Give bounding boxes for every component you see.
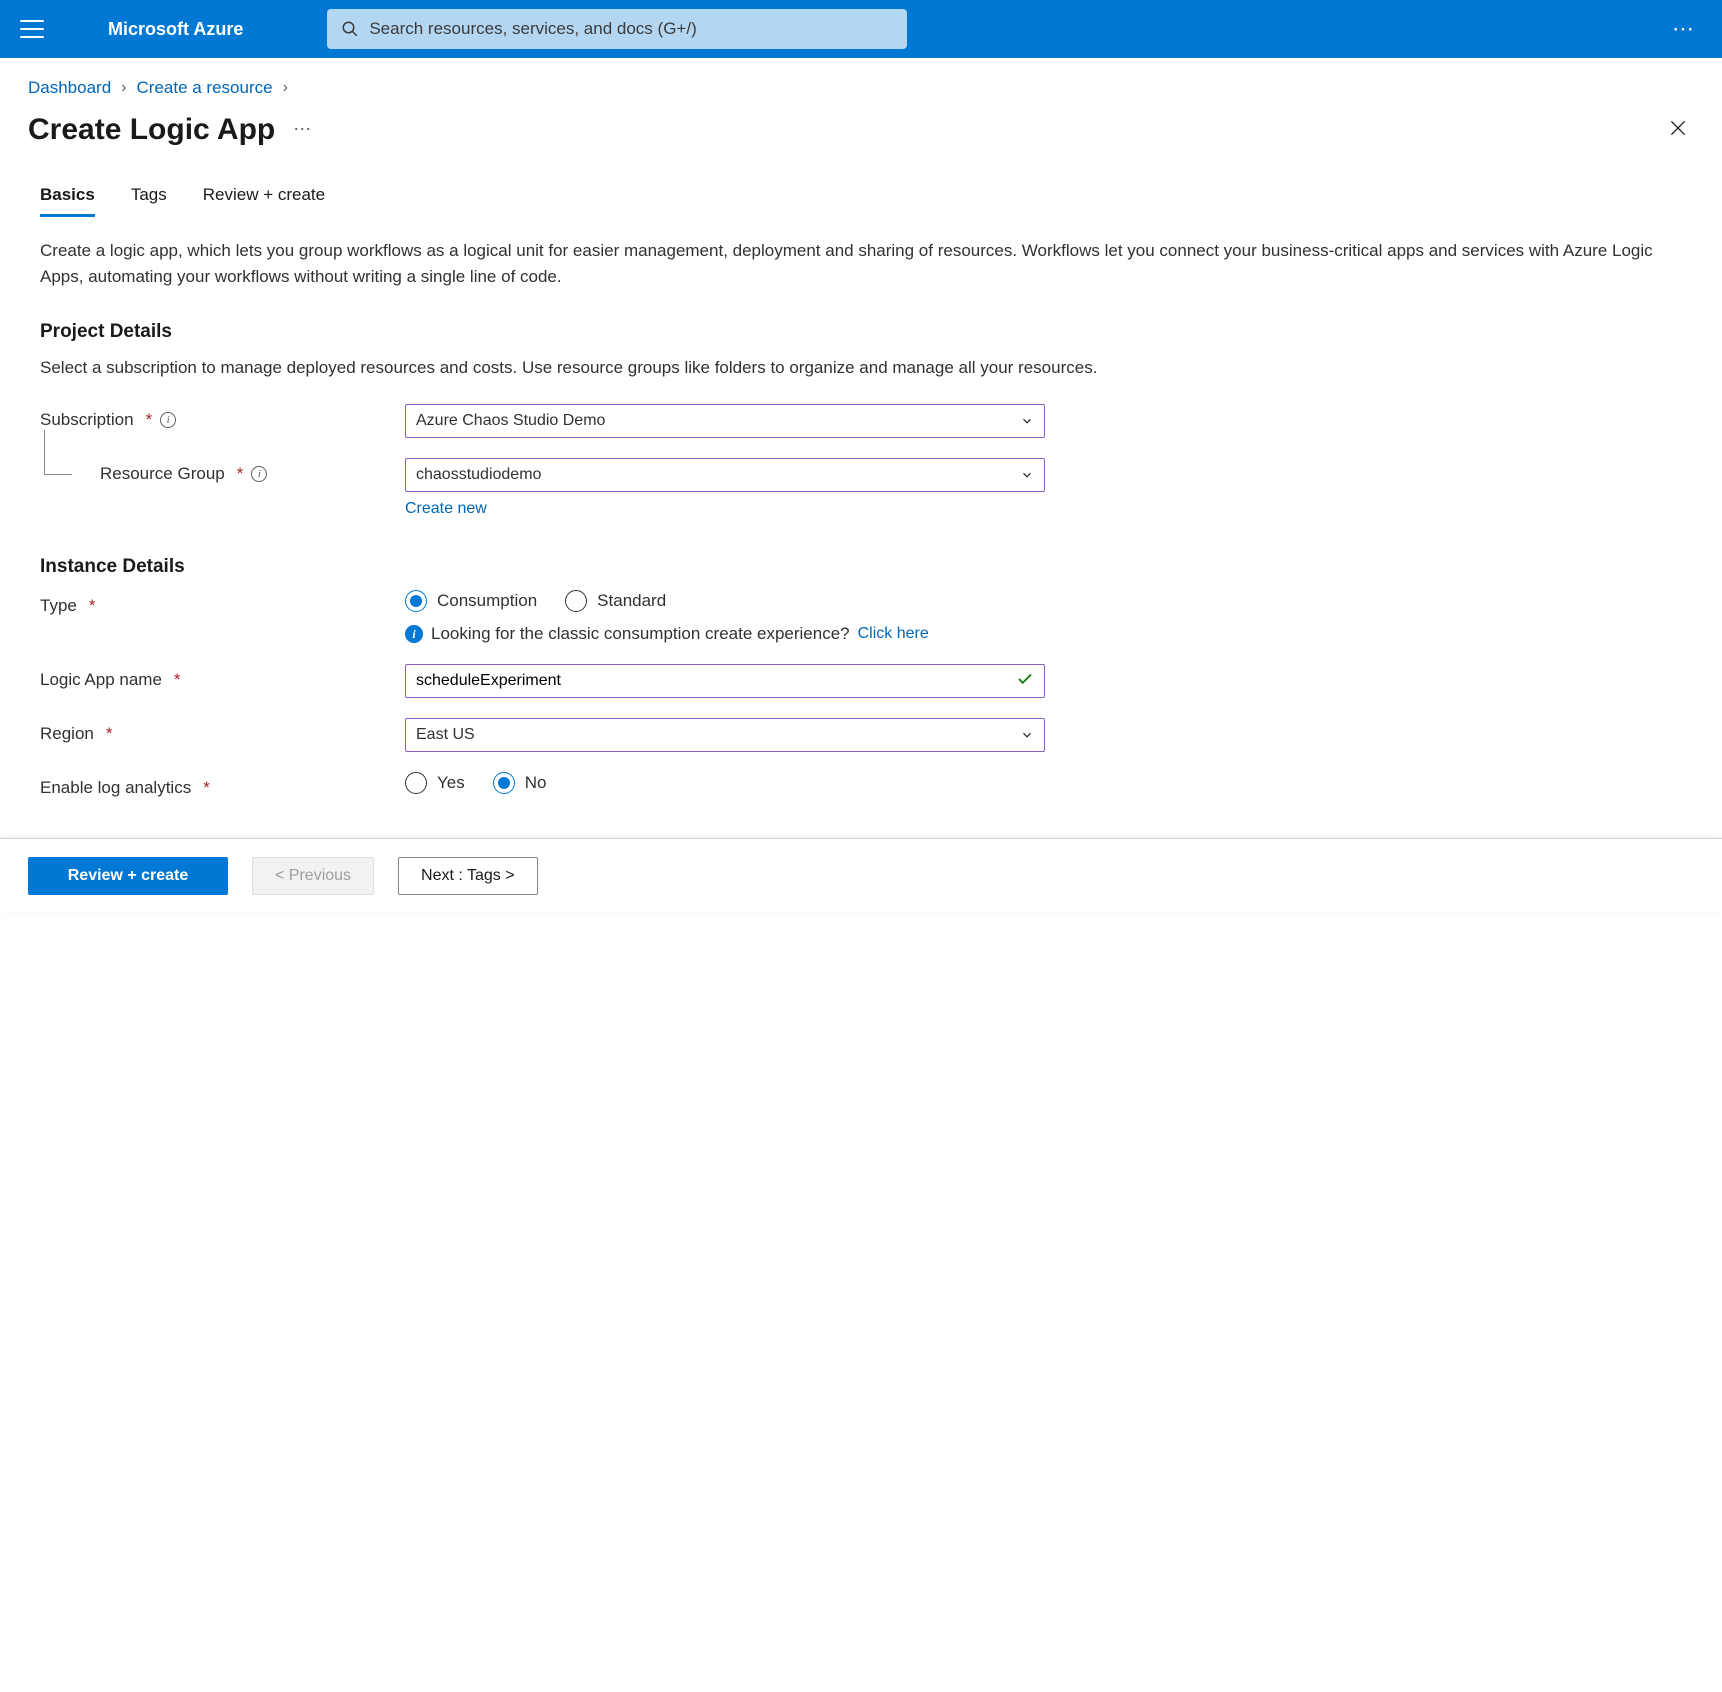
chevron-down-icon: [1020, 414, 1034, 428]
region-field-col: East US: [405, 718, 1682, 752]
analytics-field-col: Yes No: [405, 772, 1682, 794]
radio-circle: [405, 772, 427, 794]
type-field-col: Consumption Standard i Looking for the c…: [405, 590, 1682, 644]
logic-app-name-input-wrapper[interactable]: [405, 664, 1045, 698]
create-new-link[interactable]: Create new: [405, 500, 487, 517]
radio-consumption-label: Consumption: [437, 591, 537, 611]
analytics-label-col: Enable log analytics *: [40, 772, 405, 798]
resource-group-label: Resource Group: [100, 464, 225, 484]
hamburger-menu-icon[interactable]: [20, 20, 44, 38]
radio-consumption[interactable]: Consumption: [405, 590, 537, 612]
row-logic-app-name: Logic App name *: [40, 664, 1682, 698]
breadcrumb-dashboard[interactable]: Dashboard: [28, 78, 111, 98]
radio-circle-selected: [493, 772, 515, 794]
radio-standard-label: Standard: [597, 591, 666, 611]
chevron-right-icon: ›: [121, 79, 126, 97]
classic-info-line: i Looking for the classic consumption cr…: [405, 624, 1682, 644]
analytics-label: Enable log analytics: [40, 778, 191, 798]
logic-app-name-label-col: Logic App name *: [40, 664, 405, 690]
tab-tags[interactable]: Tags: [131, 177, 167, 215]
radio-circle: [565, 590, 587, 612]
resource-group-field-col: chaosstudiodemo Create new: [405, 458, 1682, 518]
close-icon: [1668, 118, 1688, 138]
info-icon[interactable]: i: [251, 466, 267, 482]
subscription-label-col: Subscription * i: [40, 404, 405, 430]
region-value: East US: [416, 726, 475, 744]
region-label-col: Region *: [40, 718, 405, 744]
breadcrumb-create-resource[interactable]: Create a resource: [137, 78, 273, 98]
logic-app-name-label: Logic App name: [40, 670, 162, 690]
required-asterisk: *: [174, 670, 181, 690]
radio-standard[interactable]: Standard: [565, 590, 666, 612]
resource-group-select[interactable]: chaosstudiodemo: [405, 458, 1045, 492]
info-filled-icon: i: [405, 625, 423, 643]
required-asterisk: *: [106, 724, 113, 744]
tab-review-create[interactable]: Review + create: [203, 177, 325, 215]
subscription-select[interactable]: Azure Chaos Studio Demo: [405, 404, 1045, 438]
chevron-right-icon: ›: [283, 79, 288, 97]
classic-text: Looking for the classic consumption crea…: [431, 624, 850, 644]
radio-yes-label: Yes: [437, 773, 465, 793]
radio-analytics-no[interactable]: No: [493, 772, 547, 794]
radio-circle-selected: [405, 590, 427, 612]
search-input-wrapper[interactable]: [327, 9, 907, 49]
row-resource-group: Resource Group * i chaosstudiodemo Creat…: [40, 458, 1682, 518]
subscription-value: Azure Chaos Studio Demo: [416, 412, 605, 430]
page-title-row: Create Logic App ⋯: [28, 112, 1694, 147]
brand-label: Microsoft Azure: [108, 19, 243, 40]
search-icon: [341, 20, 359, 38]
subscription-field-col: Azure Chaos Studio Demo: [405, 404, 1682, 438]
region-select[interactable]: East US: [405, 718, 1045, 752]
chevron-down-icon: [1020, 728, 1034, 742]
logic-app-name-input[interactable]: [416, 672, 1016, 690]
required-asterisk: *: [89, 596, 96, 616]
region-label: Region: [40, 724, 94, 744]
classic-link[interactable]: Click here: [858, 625, 929, 643]
search-input[interactable]: [369, 19, 893, 39]
header-more-icon[interactable]: ⋯: [1666, 16, 1702, 42]
required-asterisk: *: [237, 464, 244, 484]
subscription-label: Subscription: [40, 410, 134, 430]
instance-details-heading: Instance Details: [40, 556, 1682, 578]
radio-no-label: No: [525, 773, 547, 793]
required-asterisk: *: [203, 778, 210, 798]
close-button[interactable]: [1662, 112, 1694, 147]
tabs: Basics Tags Review + create: [28, 177, 1694, 216]
search-container: [327, 9, 907, 49]
content-area: Dashboard › Create a resource › Create L…: [0, 58, 1722, 798]
row-subscription: Subscription * i Azure Chaos Studio Demo: [40, 404, 1682, 438]
page-title: Create Logic App: [28, 113, 275, 147]
resource-group-value: chaosstudiodemo: [416, 466, 541, 484]
row-region: Region * East US: [40, 718, 1682, 752]
type-label: Type: [40, 596, 77, 616]
project-details-text: Select a subscription to manage deployed…: [40, 355, 1682, 381]
analytics-radio-group: Yes No: [405, 772, 1682, 794]
footer: Review + create < Previous Next : Tags >: [0, 838, 1722, 913]
next-tags-button[interactable]: Next : Tags >: [398, 857, 538, 895]
row-enable-log-analytics: Enable log analytics * Yes No: [40, 772, 1682, 798]
logic-app-name-field-col: [405, 664, 1682, 698]
type-radio-group: Consumption Standard: [405, 590, 1682, 612]
review-create-button[interactable]: Review + create: [28, 857, 228, 895]
resource-group-label-col: Resource Group * i: [40, 458, 405, 484]
title-more-icon[interactable]: ⋯: [293, 119, 313, 140]
intro-text: Create a logic app, which lets you group…: [40, 238, 1682, 291]
project-details-heading: Project Details: [40, 321, 1682, 343]
row-type: Type * Consumption Standard i Looking fo…: [40, 590, 1682, 644]
top-header: Microsoft Azure ⋯: [0, 0, 1722, 58]
chevron-down-icon: [1020, 468, 1034, 482]
radio-analytics-yes[interactable]: Yes: [405, 772, 465, 794]
breadcrumb: Dashboard › Create a resource ›: [28, 78, 1694, 98]
info-icon[interactable]: i: [160, 412, 176, 428]
tab-basics[interactable]: Basics: [40, 177, 95, 215]
type-label-col: Type *: [40, 590, 405, 616]
previous-button: < Previous: [252, 857, 374, 895]
required-asterisk: *: [146, 410, 153, 430]
valid-check-icon: [1016, 670, 1034, 693]
